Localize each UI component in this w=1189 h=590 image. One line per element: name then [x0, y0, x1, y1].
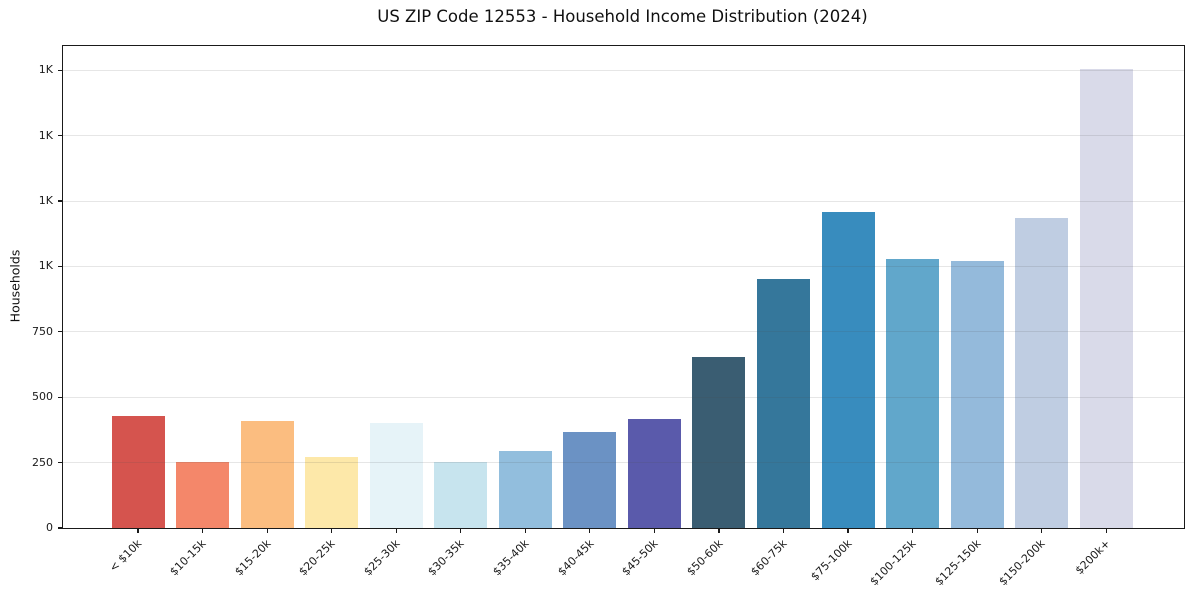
bar-$20-25k	[305, 456, 359, 528]
x-tick-label: $75-100k	[808, 537, 855, 584]
bar-$40-45k	[563, 432, 617, 528]
bar-$35-40k	[498, 450, 552, 528]
x-tick-mark	[782, 528, 785, 533]
chart-title: US ZIP Code 12553 - Household Income Dis…	[377, 7, 868, 26]
x-tick-mark	[266, 528, 268, 533]
x-tick-mark	[653, 528, 655, 533]
y-tick-mark	[58, 527, 63, 529]
bar-$50-60k	[692, 357, 746, 528]
x-tick-label: $200k+	[1072, 537, 1113, 578]
y-tick-mark	[58, 265, 63, 268]
x-tick-label: < $10k	[106, 537, 145, 575]
x-tick-labels: < $10k $10-15k $15-20k $20-25k $25-30k $30-35…	[63, 528, 1184, 588]
y-tick-label: 750	[32, 324, 53, 338]
x-tick-mark	[1041, 528, 1043, 533]
x-tick-label: $150-200k	[996, 537, 1048, 589]
y-tick-mark	[58, 462, 63, 464]
y-tick-label: 250	[32, 455, 53, 469]
x-tick-mark	[524, 528, 526, 533]
y-tick-label: 1K	[38, 194, 53, 208]
bar-$60-75k	[757, 278, 810, 528]
plot-area: 0 250 500 750 1K 1K 1K 1K < $10k $10-15k $15-20k $…	[32, 45, 1185, 588]
x-tick-label: $15-20k	[232, 537, 274, 579]
y-tick-label: 1K	[38, 63, 53, 77]
x-tick-mark	[201, 528, 204, 533]
bar-$150-200k	[1015, 217, 1069, 528]
bar-$15-20k	[240, 420, 294, 528]
gridline-y	[63, 462, 1184, 464]
y-tick-mark	[58, 200, 63, 202]
bar-$200k+	[1079, 69, 1133, 528]
y-tick-mark	[58, 396, 63, 398]
bar-$10-15k	[176, 462, 230, 528]
x-tick-mark	[395, 528, 397, 533]
x-tick-label: $100-125k	[867, 537, 919, 589]
y-tick-label: 1K	[38, 128, 53, 142]
x-tick-mark	[718, 528, 720, 533]
y-tick-mark	[58, 331, 63, 333]
bar-$25-30k	[369, 423, 423, 528]
gridline-y	[63, 69, 1184, 71]
gridline-y	[63, 200, 1184, 202]
x-tick-label: $20-25k	[296, 537, 338, 579]
x-tick-label: $10-15k	[167, 537, 209, 579]
y-tick-label: 500	[32, 390, 53, 404]
bar-$30-35k	[434, 461, 488, 528]
x-tick-label: $35-40k	[490, 537, 532, 579]
bar-$75-100k	[821, 212, 875, 528]
x-tick-mark	[976, 528, 978, 533]
y-tick-label: 1K	[38, 259, 53, 273]
x-tick-mark	[331, 528, 333, 533]
bar-$125-150k	[950, 260, 1004, 528]
x-tick-mark	[912, 528, 914, 533]
bar-$100-125k	[886, 258, 940, 528]
x-tick-mark	[589, 528, 591, 533]
x-tick-label: $25-30k	[361, 537, 403, 579]
bar-< $10k	[111, 416, 165, 528]
bar-$45-50k	[627, 419, 681, 528]
x-tick-label: $30-35k	[425, 537, 467, 579]
gridline-y	[63, 396, 1184, 398]
x-tick-mark	[137, 528, 139, 533]
gridline-y	[63, 135, 1184, 137]
x-tick-mark	[847, 528, 849, 533]
y-tick-mark	[58, 69, 63, 71]
x-tick-label: $40-45k	[554, 537, 597, 579]
x-tick-label: $45-50k	[619, 537, 661, 579]
gridline-y	[63, 265, 1184, 267]
x-tick-label: $125-150k	[932, 537, 984, 589]
x-tick-mark	[460, 528, 462, 533]
x-tick-mark	[1105, 528, 1107, 533]
y-tick-label: 0	[46, 521, 53, 534]
y-tick-mark	[58, 135, 63, 137]
x-tick-label: $50-60k	[683, 537, 726, 579]
gridline-y	[63, 331, 1184, 333]
x-tick-label: $60-75k	[748, 537, 790, 579]
